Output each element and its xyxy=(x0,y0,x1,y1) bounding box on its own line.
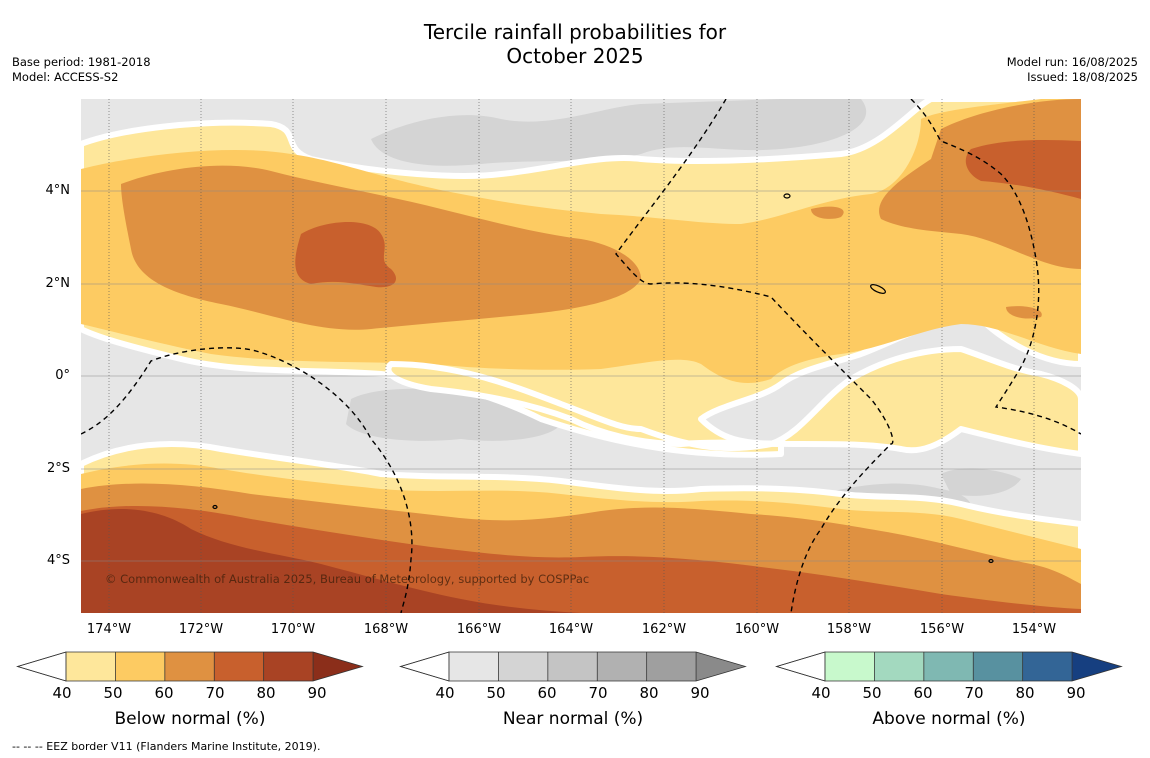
near-tick-50: 50 xyxy=(486,684,506,702)
above-tick-80: 80 xyxy=(1015,684,1035,702)
below-tick-80: 80 xyxy=(256,684,276,702)
lon-label-158w: 158°W xyxy=(826,622,872,637)
model-run: Model run: 16/08/2025 xyxy=(1006,55,1138,69)
issued-date: Issued: 18/08/2025 xyxy=(1027,70,1138,84)
below-tick-60: 60 xyxy=(154,684,174,702)
near-tick-40: 40 xyxy=(435,684,455,702)
near-tick-60: 60 xyxy=(537,684,557,702)
eez-borders xyxy=(81,99,1081,613)
above-tick-70: 70 xyxy=(964,684,984,702)
below-normal-equatorial-tongue xyxy=(385,346,1081,457)
lon-label-154w: 154°W xyxy=(1011,622,1057,637)
near-normal-patch-far-east xyxy=(941,468,1021,496)
title-line-2: October 2025 xyxy=(506,44,644,68)
lon-label-160w: 160°W xyxy=(734,622,780,637)
forecast-map xyxy=(81,99,1081,613)
near-tick-80: 80 xyxy=(639,684,659,702)
near-normal-patch-north xyxy=(371,99,867,166)
copyright-notice: © Commonwealth of Australia 2025, Bureau… xyxy=(105,572,590,586)
near-tick-90: 90 xyxy=(690,684,710,702)
below-normal-label: Below normal (%) xyxy=(114,709,266,729)
lon-label-164w: 164°W xyxy=(548,622,594,637)
above-tick-40: 40 xyxy=(811,684,831,702)
below-normal-colorbar xyxy=(16,651,364,682)
below-tick-50: 50 xyxy=(103,684,123,702)
meta-left: Base period: 1981-2018 Model: ACCESS-S2 xyxy=(12,55,151,85)
lon-label-172w: 172°W xyxy=(178,622,224,637)
below-tick-70: 70 xyxy=(205,684,225,702)
below-normal-north-60-spot xyxy=(811,206,844,219)
below-normal-north-70 xyxy=(295,221,396,288)
above-tick-60: 60 xyxy=(913,684,933,702)
lat-label-0: 0° xyxy=(55,368,70,383)
near-tick-70: 70 xyxy=(588,684,608,702)
map-svg xyxy=(81,99,1081,613)
below-normal-north-70-east xyxy=(965,139,1081,199)
lon-label-174w: 174°W xyxy=(86,622,132,637)
lat-label-2s: 2°S xyxy=(46,461,70,476)
below-tick-90: 90 xyxy=(307,684,327,702)
parallel-lines xyxy=(81,190,1081,562)
near-normal-colorbar xyxy=(399,651,747,682)
islands xyxy=(212,193,994,564)
lon-label-168w: 168°W xyxy=(363,622,409,637)
below-normal-south-80 xyxy=(81,509,581,613)
lon-label-170w: 170°W xyxy=(270,622,316,637)
lon-label-156w: 156°W xyxy=(919,622,965,637)
below-normal-north-60-spot2 xyxy=(1006,306,1042,319)
above-normal-label: Above normal (%) xyxy=(872,709,1026,729)
above-normal-colorbar xyxy=(775,651,1123,682)
lat-label-4s: 4°S xyxy=(46,553,70,568)
below-tick-40: 40 xyxy=(52,684,72,702)
lat-label-4n: 4°N xyxy=(45,183,71,198)
eez-footnote: -- -- -- EEZ border V11 (Flanders Marine… xyxy=(12,740,321,753)
above-tick-90: 90 xyxy=(1066,684,1086,702)
lon-label-166w: 166°W xyxy=(456,622,502,637)
meta-right: Model run: 16/08/2025 Issued: 18/08/2025 xyxy=(1007,55,1138,85)
lon-label-162w: 162°W xyxy=(641,622,687,637)
title-line-1: Tercile rainfall probabilities for xyxy=(423,20,727,44)
lat-label-2n: 2°N xyxy=(45,276,71,291)
near-normal-label: Near normal (%) xyxy=(502,709,644,729)
map-title: Tercile rainfall probabilities for Octob… xyxy=(0,20,1150,68)
base-period: Base period: 1981-2018 xyxy=(12,55,151,69)
model-name: Model: ACCESS-S2 xyxy=(12,70,119,84)
above-tick-50: 50 xyxy=(862,684,882,702)
